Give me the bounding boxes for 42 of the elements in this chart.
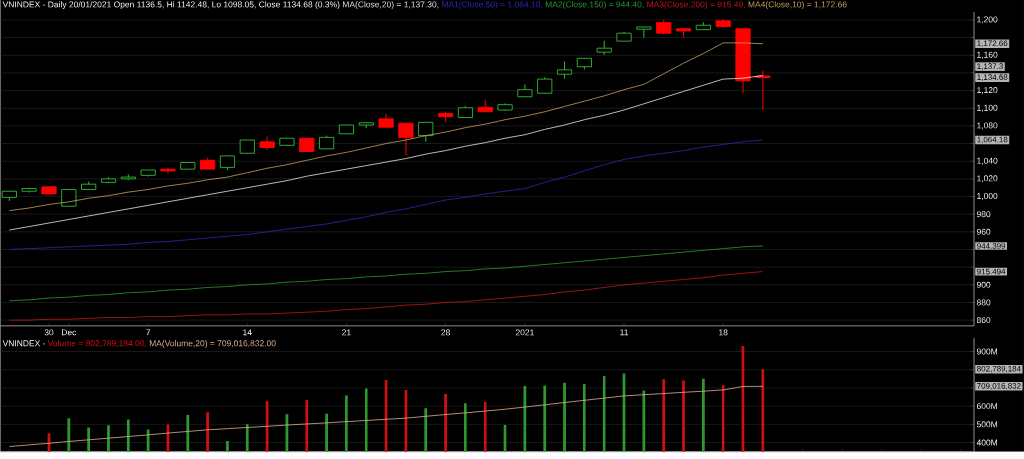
candlestick	[755, 70, 771, 111]
x-tick-label: Dec	[61, 329, 77, 336]
y-tick-label: 1,120	[977, 87, 998, 95]
y-tick-label: 500M	[976, 421, 998, 428]
chart-title: VNINDEX -	[2, 340, 46, 347]
text: MA(Close,20) = 1,137.30,	[343, 1, 439, 10]
x-tick-label: 7	[146, 329, 151, 336]
chart-title: VNINDEX - Daily 20/01/2021 Open 1136.5, Hi 1142.48, Lo 1098.05, Close 1134.68 (0.3%)	[2, 1, 340, 10]
x-tick-label: 14	[243, 329, 252, 336]
x-tick-label: 30	[44, 329, 54, 336]
candlestick	[398, 122, 414, 156]
x-tick-label: 11	[620, 329, 629, 336]
y-tick-label: 900	[976, 281, 991, 288]
text: Volume = 802,789,184.00,	[47, 340, 147, 348]
text: MA4(Close,10) = 1,172.66	[748, 1, 847, 10]
candlestick	[418, 122, 434, 143]
y-tick-label: 400M	[976, 439, 998, 446]
text: MA2(Close,150) = 944.40,	[545, 1, 644, 10]
y-tick-label: 1,200	[977, 16, 998, 24]
y-tick-label: 900M	[976, 348, 998, 355]
y-tick-label: 880	[976, 299, 991, 306]
y-tick-label: 1,100	[977, 104, 998, 112]
text: MA(Volume,20) = 709,016,832.00	[149, 340, 276, 349]
candlestick	[259, 136, 275, 151]
y-tick-label: 860	[976, 317, 991, 324]
x-tick-label: 28	[441, 329, 450, 336]
y-tick-label: 980	[976, 211, 991, 218]
y-tick-label: 1,040	[977, 157, 998, 165]
candlestick	[160, 167, 176, 175]
text: MA3(Close,200) = 915.49,	[647, 1, 745, 10]
x-tick-label: 18	[719, 329, 728, 336]
y-tick-label: 960	[976, 229, 991, 235]
candlestick	[636, 26, 652, 39]
text: MA1(Close,50) = 1,064.18,	[442, 1, 543, 10]
y-tick-label: 1,000	[977, 193, 998, 201]
y-tick-label: 1,080	[977, 122, 998, 130]
y-tick-label: 1,020	[977, 175, 998, 183]
y-tick-label: 600M	[976, 403, 998, 410]
x-tick-label: 2021	[515, 329, 534, 336]
y-tick-label: 1,160	[977, 51, 998, 59]
line-series	[8, 42, 764, 212]
x-tick-label: 21	[342, 329, 351, 336]
